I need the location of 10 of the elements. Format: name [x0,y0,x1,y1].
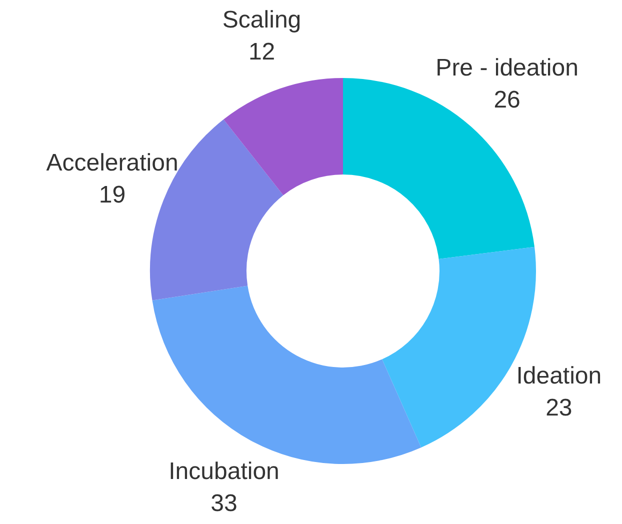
data-label: 23 [546,394,572,422]
slice-label: Acceleration [46,150,178,177]
slice-label: Ideation [516,362,602,390]
slice-label: Incubation [168,458,280,486]
data-label: 19 [98,182,126,209]
data-label: 33 [210,490,238,518]
data-label: 12 [248,38,276,66]
slice-label: Pre - ideation [436,54,578,82]
slice-label: Scaling [222,6,302,34]
data-label: 26 [494,86,520,114]
